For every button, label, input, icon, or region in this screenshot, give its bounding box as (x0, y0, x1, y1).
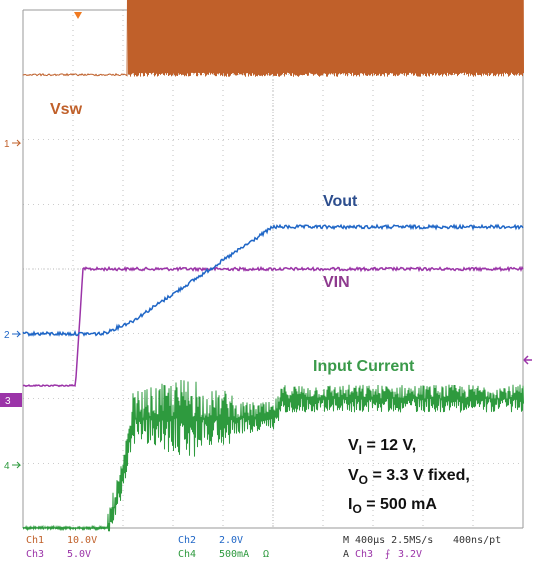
trigger-source: Ch3 (355, 549, 373, 560)
timebase: M 400µs 2.5MS/s (343, 535, 433, 546)
input-current-label: Input Current (313, 358, 415, 375)
ch1-name: Ch1 (26, 535, 44, 546)
ch4-marker-label: 4 (4, 461, 10, 472)
trigger-position-marker (74, 12, 82, 19)
ch2-name: Ch2 (178, 535, 196, 546)
trace-vin (22, 265, 524, 388)
trace-vout (22, 223, 524, 337)
trigger-slope: ⨍ (385, 549, 390, 560)
ch3-name: Ch3 (26, 549, 44, 560)
trace-input-current (22, 379, 524, 532)
condition-vi: VI = 12 V, (348, 437, 416, 457)
scope-readout: Ch1 10.0V Ch3 5.0V Ch2 2.0V Ch4 500mA Ω … (26, 535, 501, 560)
ch3-marker-label: 3 (5, 396, 11, 407)
ch4-name: Ch4 (178, 549, 196, 560)
ch4-scale: 500mA (219, 549, 249, 560)
ch2-scale: 2.0V (219, 535, 243, 546)
ch1-marker-arrow (12, 139, 22, 147)
trigger-level: 3.2V (398, 549, 422, 560)
condition-vo: VO = 3.3 V fixed, (348, 467, 470, 487)
operating-conditions: VI = 12 V, VO = 3.3 V fixed, IO = 500 mA (348, 437, 470, 516)
ch1-marker-label: 1 (4, 139, 10, 150)
vin-label: VIN (323, 274, 350, 291)
condition-io: IO = 500 mA (348, 496, 437, 516)
ch4-unit: Ω (263, 549, 269, 560)
trigger-level-marker (523, 355, 532, 365)
ch2-marker-label: 2 (4, 330, 10, 341)
vsw-label: Vsw (50, 101, 83, 118)
trigger-prefix: A (343, 549, 349, 560)
ch3-marker-box (0, 393, 22, 407)
traces (22, 0, 524, 532)
record-length: 400ns/pt (453, 535, 501, 546)
vout-label: Vout (323, 193, 358, 210)
ch3-scale: 5.0V (67, 549, 91, 560)
ch1-scale: 10.0V (67, 535, 97, 546)
ch2-marker-arrow (12, 330, 22, 338)
channel-markers: 1 2 3 4 (0, 139, 22, 472)
ch4-marker-arrow (12, 461, 22, 469)
